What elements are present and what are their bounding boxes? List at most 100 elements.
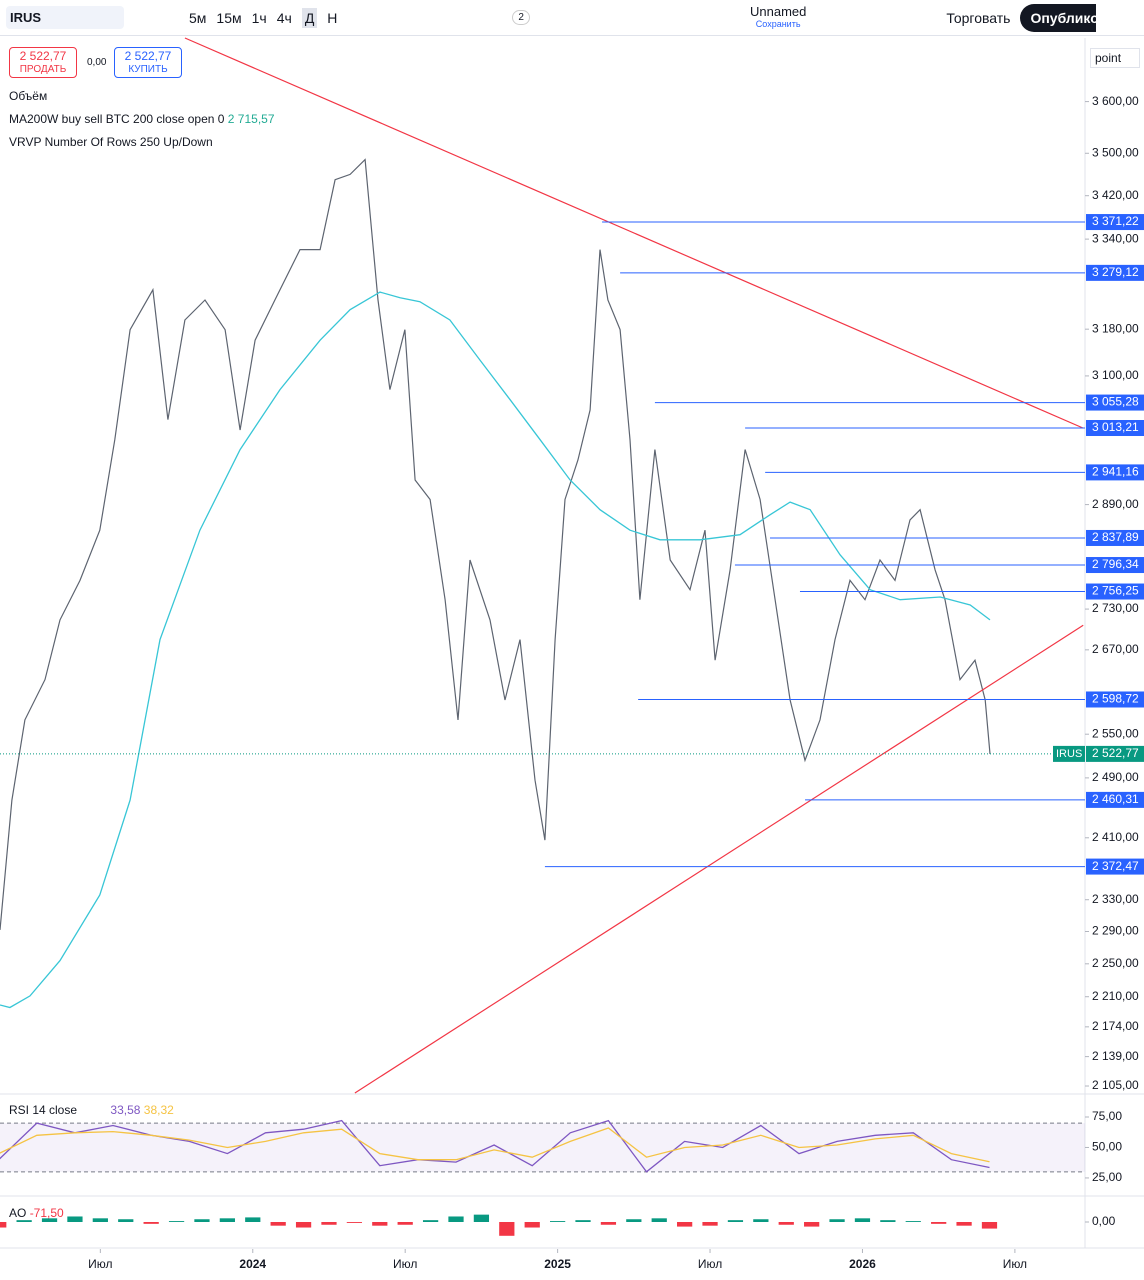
level-label: 2 756,25 [1092,584,1139,598]
ao-bar [194,1219,210,1222]
ao-bar [67,1216,83,1222]
last-price-tag [1086,745,1144,762]
y-tick-label: 2 105,00 [1092,1078,1139,1092]
ao-bar [956,1222,972,1226]
level-label: 3 371,22 [1092,214,1139,228]
publish-button[interactable]: Опублико [1020,3,1097,32]
layout-name[interactable]: Unnamed Сохранить [749,3,807,30]
ao-bar [295,1222,312,1228]
ao-bar [880,1220,896,1222]
x-tick-label: Июл [698,1257,722,1271]
layout-count[interactable]: 2 [512,10,530,25]
rsi-legend[interactable]: RSI 14 close 33,58 38,32 [9,1103,174,1117]
buy-price: 2 522,77 [124,49,172,63]
interval[interactable]: 1ч [251,9,267,26]
level-tag [1086,464,1144,481]
interval[interactable]: 15м [216,9,242,26]
y-tick-label: 50,00 [1092,1140,1122,1154]
interval[interactable]: 5м [189,9,207,26]
volume-legend[interactable]: Объём [9,89,48,103]
toolbar: IRUS 5м 15м 1ч 4ч Д Н 2 Unnamed Сохранить… [0,0,1144,36]
ao-bar [16,1220,32,1222]
level-label: 2 941,16 [1092,465,1139,479]
vrvp-legend[interactable]: VRVP Number Of Rows 250 Up/Down [9,135,213,149]
y-tick-label: 2 730,00 [1092,601,1139,615]
interval[interactable]: Д [301,7,318,28]
y-tick-label: 3 100,00 [1092,368,1139,382]
level-tag [1086,691,1144,708]
save[interactable]: Сохранить [755,18,801,29]
ao-legend[interactable]: AO -71,50 [9,1206,64,1220]
y-tick-label: 3 180,00 [1092,321,1139,335]
y-tick-label: 2 290,00 [1092,924,1139,938]
rsi-title: RSI 14 close [9,1103,78,1117]
sell-button[interactable]: 2 522,77 ПРОДАТЬ [9,47,77,78]
level-label: 3 279,12 [1092,265,1139,279]
ao-bar [168,1221,185,1222]
y-tick-label: 3 340,00 [1092,231,1139,245]
y-tick-label: 3 500,00 [1092,145,1139,159]
rsi-value: 33,58 [110,1103,141,1117]
interval[interactable]: Н [327,9,338,26]
ao-bar [118,1219,134,1222]
level-tag [1086,791,1144,808]
ao-bar [575,1220,591,1222]
rsi-signal-value: 38,32 [143,1103,174,1117]
level-tag [1086,420,1144,437]
ao-bar [448,1216,464,1222]
y-tick-label: 2 550,00 [1092,726,1139,740]
rsi-band [0,1123,1085,1172]
ao-bar [270,1222,286,1226]
series-line [0,158,991,930]
symbol-tag [1053,745,1085,762]
layout-title: Unnamed [749,3,807,19]
interval[interactable]: 4ч [276,9,292,26]
y-tick-label: 2 890,00 [1092,497,1139,511]
ao-bar [397,1222,413,1225]
ao-bar [41,1218,58,1222]
ao-bar [905,1221,921,1222]
trend-line [354,624,1084,1094]
level-tag [1086,394,1144,411]
sell-label: ПРОДАТЬ [19,64,67,75]
y-tick-label: 0,00 [1092,1214,1116,1228]
series-line [0,291,991,1009]
series-line [0,1127,990,1163]
ao-bar [0,1222,7,1228]
ao-bar [549,1221,566,1222]
ao-bar [372,1222,388,1226]
ma-legend[interactable]: MA200W buy sell BTC 200 close open 0 2 7… [9,112,275,126]
y-tick-label: 75,00 [1092,1109,1122,1123]
ao-bar [219,1218,235,1222]
ao-bar [651,1218,667,1222]
x-tick-label: 2024 [239,1257,266,1271]
level-label: 3 055,28 [1092,395,1139,409]
symbol-search[interactable]: IRUS [6,6,124,29]
ao-bar [92,1218,108,1222]
ao-bar [321,1222,337,1225]
level-label: 2 796,34 [1092,557,1139,571]
sell-price: 2 522,77 [19,49,67,63]
ao-bar [804,1222,820,1227]
ao-bar [854,1218,871,1222]
level-tag [1086,858,1144,875]
scale-mode[interactable]: point [1090,48,1140,68]
trade-button[interactable]: Торговать [946,9,1011,26]
ao-bar [981,1222,998,1229]
level-label: 2 837,89 [1092,530,1139,544]
ao-bar [702,1222,718,1226]
ao-bar [753,1219,769,1222]
y-tick-label: 2 139,00 [1092,1049,1139,1063]
ao-bar [778,1222,794,1225]
y-tick-label: 2 174,00 [1092,1019,1139,1033]
y-tick-label: 2 670,00 [1092,642,1139,656]
ao-bar [600,1222,617,1225]
level-tag [1086,264,1144,281]
ao-bar [346,1222,363,1223]
buy-button[interactable]: 2 522,77 КУПИТЬ [114,47,182,78]
ao-bar [727,1220,744,1222]
ao-bar [245,1217,261,1222]
ao-bar [524,1222,540,1228]
y-tick-label: 25,00 [1092,1170,1122,1184]
